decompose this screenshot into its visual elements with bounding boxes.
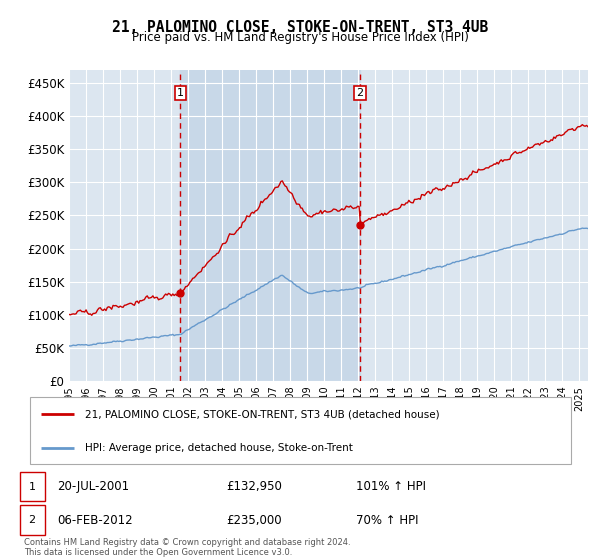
Text: 20-JUL-2001: 20-JUL-2001: [58, 480, 130, 493]
Text: 21, PALOMINO CLOSE, STOKE-ON-TRENT, ST3 4UB: 21, PALOMINO CLOSE, STOKE-ON-TRENT, ST3 …: [112, 20, 488, 35]
FancyBboxPatch shape: [29, 397, 571, 464]
Text: 2: 2: [356, 88, 364, 98]
Text: 70% ↑ HPI: 70% ↑ HPI: [356, 514, 419, 526]
Text: HPI: Average price, detached house, Stoke-on-Trent: HPI: Average price, detached house, Stok…: [85, 443, 353, 453]
FancyBboxPatch shape: [20, 472, 44, 501]
Text: £132,950: £132,950: [227, 480, 283, 493]
Text: 1: 1: [29, 482, 35, 492]
Text: 21, PALOMINO CLOSE, STOKE-ON-TRENT, ST3 4UB (detached house): 21, PALOMINO CLOSE, STOKE-ON-TRENT, ST3 …: [85, 409, 440, 419]
Text: Contains HM Land Registry data © Crown copyright and database right 2024.
This d: Contains HM Land Registry data © Crown c…: [24, 538, 350, 557]
Text: Price paid vs. HM Land Registry's House Price Index (HPI): Price paid vs. HM Land Registry's House …: [131, 31, 469, 44]
Text: 06-FEB-2012: 06-FEB-2012: [58, 514, 133, 526]
FancyBboxPatch shape: [20, 505, 44, 535]
Text: 2: 2: [29, 515, 35, 525]
Text: 101% ↑ HPI: 101% ↑ HPI: [356, 480, 427, 493]
Bar: [181, 70, 360, 381]
Text: £235,000: £235,000: [227, 514, 283, 526]
Text: 1: 1: [177, 88, 184, 98]
